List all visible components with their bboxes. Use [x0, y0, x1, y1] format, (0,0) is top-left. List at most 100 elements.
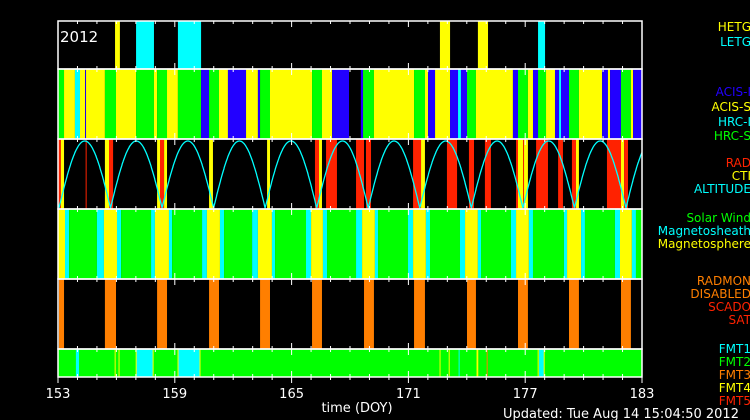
instrument-segment-s	[607, 69, 611, 139]
radmon-segment-dis	[104, 279, 117, 349]
instrument-segment-hi	[74, 69, 80, 139]
radiation-segment-cti	[104, 139, 110, 209]
region-segment-mp	[413, 209, 426, 279]
radmon-segment-dis	[466, 279, 476, 349]
instrument-segment-s	[373, 69, 415, 139]
region-segment-ms	[202, 209, 207, 279]
legend-disabled: DISABLED	[690, 287, 750, 301]
instrument-segment-s	[269, 69, 313, 139]
instrument-segment-i	[227, 69, 247, 139]
x-tick-label: 153	[46, 387, 71, 402]
grating-segment-hetg	[439, 21, 451, 69]
legend-hetg: HETG	[718, 20, 750, 34]
instrument-segment-s	[435, 69, 451, 139]
format-segment-f1	[136, 349, 153, 377]
legend-rad: RAD	[726, 156, 750, 170]
radmon-segment-dis	[260, 279, 270, 349]
instrument-segment-i	[257, 69, 261, 139]
instrument-segment-s	[116, 69, 137, 139]
format-segment-f1	[539, 349, 545, 377]
region-segment-ms	[356, 209, 363, 279]
region-segment-sw	[69, 209, 97, 279]
legend-sat: SAT	[729, 313, 750, 327]
region-segment-sw	[532, 209, 564, 279]
instrument-segment-s	[64, 69, 75, 139]
x-tick-labels: 153 159 165 171 177 183	[46, 387, 655, 402]
region-segment-ms	[408, 209, 414, 279]
radiation-segment-rad	[109, 139, 114, 209]
radiation-segment-rad	[606, 139, 621, 209]
radiation-segment-rad	[484, 139, 491, 209]
radiation-segment-rad	[624, 139, 628, 209]
region-segment-ms	[581, 209, 585, 279]
instrument-segment-hs	[363, 69, 374, 139]
region-segment-ms	[563, 209, 568, 279]
legend-magnetosphere: Magnetosphere	[658, 237, 750, 251]
region-segment-sw	[172, 209, 203, 279]
format-segment-f1	[177, 349, 200, 377]
region-segment-ms	[219, 209, 225, 279]
instrument-segment-s	[167, 69, 178, 139]
radmon-segment-dis	[209, 279, 219, 349]
radiation-segment-cti	[576, 139, 579, 209]
region-segment-sw	[224, 209, 253, 279]
instrument-segment-i	[85, 69, 87, 139]
radmon-segment-dis	[414, 279, 425, 349]
instrument-segment-i	[561, 69, 569, 139]
updated-timestamp: Updated: Tue Aug 14 15:04:50 2012	[503, 407, 739, 420]
region-segment-mp	[206, 209, 220, 279]
radiation-segment-rad	[365, 139, 372, 209]
legend-acis-i: ACIS-I	[716, 85, 750, 99]
radiation-segment-rad	[314, 139, 320, 209]
radiation-segment-cti	[267, 139, 270, 209]
region-segment-ms	[306, 209, 312, 279]
instrument-segment-hs	[312, 69, 322, 139]
instrument-segment-s	[218, 69, 228, 139]
region-segment-ms	[459, 209, 466, 279]
region-segment-ms	[96, 209, 104, 279]
radmon-segment-dis	[364, 279, 374, 349]
radiation-segment-rad	[85, 139, 87, 209]
radiation-segment-cti	[319, 139, 322, 209]
region-segment-mp	[311, 209, 323, 279]
instrument-segment-i	[360, 69, 364, 139]
radiation-segment-cti	[421, 139, 425, 209]
legend-hrc-i: HRC-I	[718, 115, 750, 129]
legend-fmt1: FMT1	[719, 342, 750, 356]
grating-segment-hetg	[115, 21, 120, 69]
instrument-segment-i	[633, 69, 642, 139]
region-segment-sw	[430, 209, 460, 279]
format-segment-f4	[448, 349, 450, 377]
legend-acis-s: ACIS-S	[712, 100, 750, 114]
region-segment-sw	[378, 209, 409, 279]
instrument-segment-s	[321, 69, 333, 139]
instrument-segment-s	[86, 69, 105, 139]
instrument-segment-i	[554, 69, 560, 139]
format-segment-f4	[476, 349, 479, 377]
radmon-segment-dis	[58, 279, 65, 349]
grating-segment-letg	[136, 21, 154, 69]
region-segment-ms	[510, 209, 517, 279]
radiation-segment-cti	[60, 139, 65, 209]
x-tick-label: 165	[279, 387, 304, 402]
radiation-segment-rad	[160, 139, 165, 209]
instrument-segment-s	[424, 69, 429, 139]
instrument-segment-i	[428, 69, 436, 139]
instrument-segment-i	[332, 69, 350, 139]
instrument-segment-i	[512, 69, 518, 139]
radiation-segment-rad	[516, 139, 518, 209]
region-segment-sw	[327, 209, 357, 279]
legend-cti: CTI	[732, 169, 750, 183]
region-segment-sw	[121, 209, 152, 279]
instrument-segment-i	[450, 69, 459, 139]
region-segment-mp	[257, 209, 272, 279]
legend-altitude: ALTITUDE	[694, 182, 750, 196]
instrument-segment-hs	[177, 69, 202, 139]
region-segment-ms	[168, 209, 173, 279]
region-segment-mp	[362, 209, 375, 279]
year-label: 2012	[60, 28, 98, 46]
instrument-segment-hs	[157, 69, 168, 139]
legend-fmt5: FMT5	[719, 394, 750, 408]
instrument-segment-s	[475, 69, 513, 139]
